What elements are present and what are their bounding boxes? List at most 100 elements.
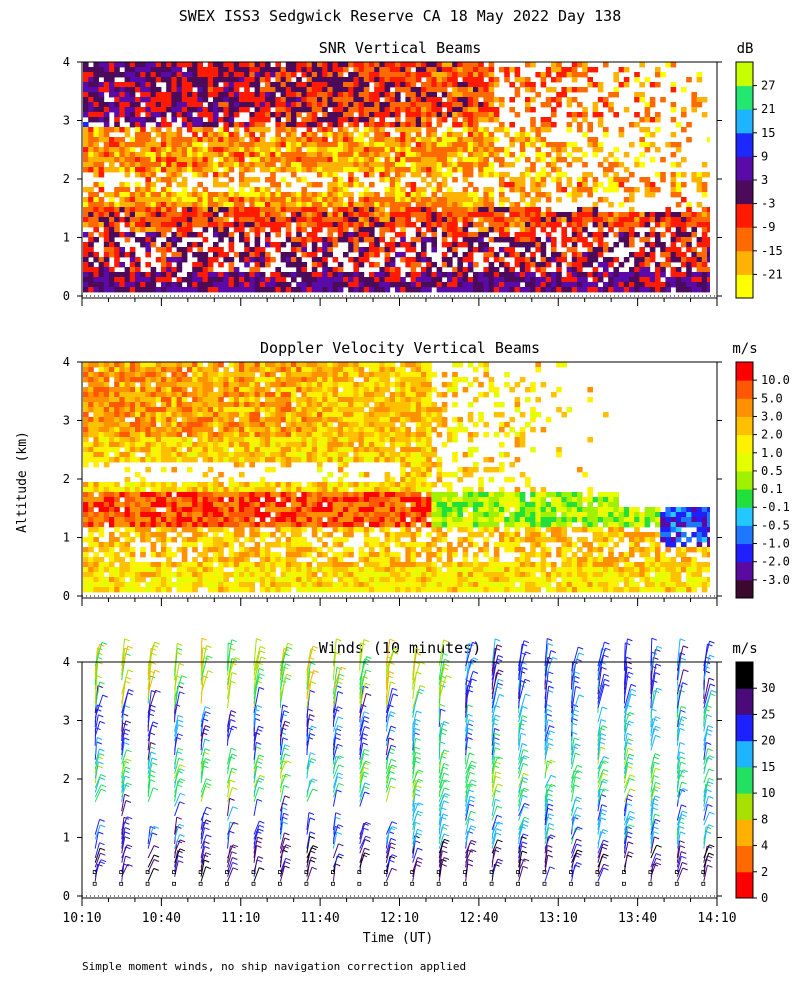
- heatmap-cell: [202, 152, 209, 158]
- heatmap-cell: [109, 407, 115, 413]
- heatmap-cell: [213, 202, 219, 208]
- heatmap-cell: [265, 252, 271, 258]
- heatmap-cell: [415, 102, 422, 108]
- heatmap-cell: [431, 282, 437, 288]
- heatmap-cell: [244, 147, 250, 153]
- heatmap-cell: [369, 162, 375, 168]
- heatmap-cell: [545, 72, 552, 78]
- heatmap-cell: [311, 147, 318, 153]
- heatmap-cell: [509, 212, 515, 218]
- heatmap-cell: [202, 367, 209, 373]
- heatmap-cell: [129, 117, 136, 123]
- heatmap-cell: [114, 127, 120, 133]
- heatmap-cell: [353, 282, 359, 288]
- heatmap-cell: [150, 407, 157, 413]
- heatmap-cell: [317, 72, 323, 78]
- heatmap-cell: [462, 282, 469, 288]
- heatmap-cell: [155, 192, 162, 198]
- heatmap-cell: [197, 207, 203, 213]
- heatmap-cell: [634, 287, 640, 293]
- heatmap-cell: [197, 162, 203, 168]
- heatmap-cell: [332, 92, 339, 98]
- heatmap-cell: [83, 72, 89, 78]
- heatmap-cell: [421, 187, 427, 193]
- heatmap-cell: [483, 172, 489, 178]
- heatmap-cell: [275, 207, 281, 213]
- heatmap-cell: [467, 117, 474, 123]
- heatmap-cell: [644, 237, 651, 243]
- heatmap-cell: [93, 142, 99, 148]
- heatmap-cell: [436, 77, 443, 83]
- heatmap-cell: [311, 262, 318, 268]
- heatmap-cell: [358, 87, 365, 93]
- heatmap-cell: [145, 222, 151, 228]
- heatmap-cell: [202, 412, 209, 418]
- heatmap-cell: [436, 82, 443, 88]
- heatmap-cell: [150, 187, 157, 193]
- heatmap-cell: [98, 72, 105, 78]
- heatmap-cell: [395, 197, 401, 203]
- heatmap-cell: [135, 387, 141, 393]
- heatmap-cell: [608, 257, 614, 263]
- heatmap-cell: [124, 287, 131, 293]
- heatmap-cell: [655, 67, 661, 73]
- heatmap-cell: [291, 157, 297, 163]
- heatmap-cell: [119, 92, 125, 98]
- heatmap-cell: [181, 182, 188, 188]
- heatmap-cell: [389, 107, 396, 113]
- heatmap-cell: [410, 182, 417, 188]
- heatmap-cell: [535, 192, 541, 198]
- heatmap-cell: [358, 77, 365, 83]
- heatmap-cell: [280, 212, 287, 218]
- heatmap-cell: [441, 232, 448, 238]
- heatmap-cell: [249, 157, 255, 163]
- heatmap-cell: [176, 497, 183, 503]
- heatmap-cell: [327, 87, 333, 93]
- heatmap-cell: [239, 142, 245, 148]
- heatmap-cell: [150, 492, 157, 498]
- heatmap-cell: [140, 67, 146, 73]
- heatmap-cell: [374, 262, 380, 268]
- heatmap-cell: [93, 542, 99, 548]
- heatmap-cell: [644, 217, 651, 223]
- heatmap-cell: [363, 72, 370, 78]
- heatmap-cell: [114, 102, 120, 108]
- heatmap-cell: [649, 247, 656, 253]
- heatmap-cell: [275, 142, 281, 148]
- heatmap-cell: [681, 182, 687, 188]
- heatmap-cell: [93, 252, 99, 258]
- heatmap-cell: [291, 277, 297, 283]
- heatmap-cell: [114, 277, 120, 283]
- heatmap-cell: [275, 227, 281, 233]
- heatmap-cell: [93, 197, 99, 203]
- heatmap-cell: [285, 207, 292, 213]
- heatmap-cell: [525, 137, 531, 143]
- heatmap-cell: [103, 512, 110, 518]
- heatmap-cell: [660, 177, 666, 183]
- heatmap-cell: [119, 262, 125, 268]
- heatmap-cell: [556, 197, 562, 203]
- heatmap-cell: [421, 237, 427, 243]
- heatmap-cell: [285, 87, 292, 93]
- heatmap-cell: [519, 277, 526, 283]
- heatmap-cell: [124, 437, 131, 443]
- heatmap-cell: [176, 162, 183, 168]
- heatmap-cell: [285, 237, 292, 243]
- heatmap-cell: [457, 267, 463, 273]
- heatmap-cell: [150, 397, 157, 403]
- heatmap-cell: [114, 62, 120, 68]
- heatmap-cell: [291, 207, 297, 213]
- heatmap-cell: [348, 207, 354, 213]
- heatmap-cell: [135, 367, 141, 373]
- heatmap-cell: [519, 212, 526, 218]
- heatmap-cell: [343, 107, 349, 113]
- heatmap-cell: [135, 447, 141, 453]
- heatmap-cell: [197, 62, 203, 68]
- heatmap-cell: [556, 77, 562, 83]
- heatmap-cell: [649, 257, 656, 263]
- heatmap-cell: [592, 82, 599, 88]
- heatmap-cell: [400, 257, 406, 263]
- heatmap-cell: [135, 207, 141, 213]
- heatmap-cell: [369, 217, 375, 223]
- heatmap-cell: [675, 237, 682, 243]
